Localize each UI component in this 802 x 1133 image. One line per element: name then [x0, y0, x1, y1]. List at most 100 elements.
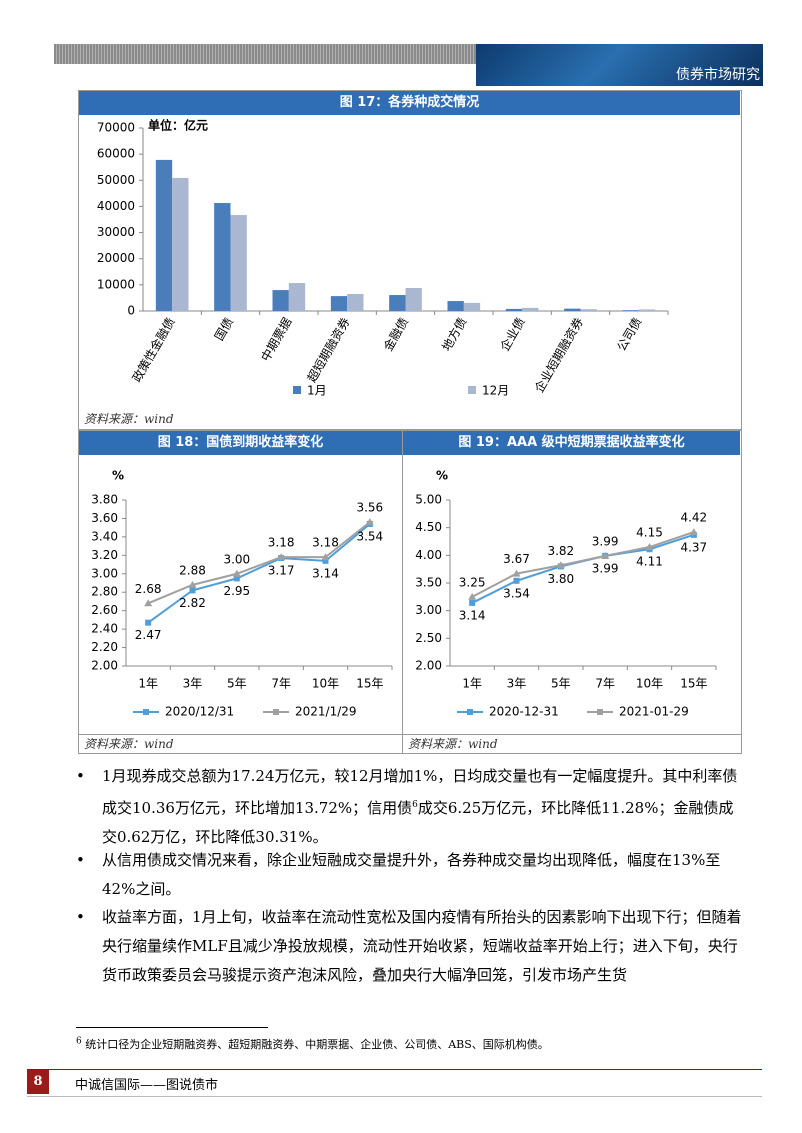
x-tick-label: 15年 [680, 677, 707, 691]
line-chart: 2.00 2.50 3.00 3.50 4.00 4.50 5.00% 1年 3年 5年 7年 10年… [415, 469, 717, 719]
y-tick-label: 0 [127, 304, 135, 318]
x-tick-label: 7年 [271, 677, 291, 691]
x-tick-label: 地方债 [438, 315, 469, 354]
legend-label: 2020/12/31 [165, 705, 234, 719]
bar [347, 294, 364, 311]
marker [144, 599, 153, 607]
footnote-rule [76, 1027, 268, 1028]
source: 资料来源：wind [84, 737, 174, 751]
y-tick-label: 2.00 [91, 659, 118, 673]
y-tick-label: 3.60 [91, 511, 118, 525]
bar [522, 307, 539, 311]
header-title: 债券市场研究 [676, 67, 760, 83]
figure-title: 图 18：国债到期收益率变化 [79, 431, 402, 455]
bar [622, 310, 639, 311]
data-label: 3.56 [356, 501, 383, 515]
x-tick-label: 5年 [551, 677, 571, 691]
x-tick-label: 10年 [312, 677, 339, 691]
x-tick-label: 1年 [462, 677, 482, 691]
bar [405, 287, 422, 311]
marker [601, 551, 610, 559]
y-tick-label: 3.50 [415, 576, 442, 590]
footer-rule [27, 1096, 762, 1097]
bar [638, 309, 656, 311]
x-tick-label: 超短期融资券 [304, 315, 353, 385]
marker [233, 575, 240, 582]
data-label: 3.18 [312, 536, 339, 550]
y-tick-label: 2.50 [415, 631, 442, 645]
data-label: 3.18 [268, 536, 295, 550]
data-label: 3.14 [459, 608, 486, 622]
y-tick-label: 3.00 [91, 566, 118, 580]
marker [513, 577, 520, 584]
text: 收益率方面，1月上旬，收益率在流动性宽松及国内疫情有所抬头的因素影响下出现下行；… [102, 908, 742, 984]
legend-marker [467, 709, 473, 715]
data-label: 3.99 [592, 561, 619, 575]
text: 1月现券成交总额为17.24万亿元，较12月增加1%，日均成交量也有一定幅度提升… [102, 767, 738, 817]
x-tick-label: 企业短期融资券 [531, 315, 586, 395]
bar [447, 301, 464, 311]
bar [564, 308, 581, 311]
y-tick-label: 60000 [97, 147, 135, 161]
data-label: 2.95 [223, 584, 250, 598]
y-tick-label: 70000 [97, 121, 135, 135]
figure-title: 图 17：各券种成交情况 [79, 91, 740, 115]
marker [189, 587, 196, 594]
header-image [476, 44, 763, 86]
y-tick-label: 2.40 [91, 622, 118, 636]
marker [322, 557, 329, 564]
y-tick-label: 2.20 [91, 640, 118, 654]
legend-label: 1月 [307, 384, 327, 398]
marker [277, 553, 286, 561]
bar [580, 309, 597, 311]
bullet: 从信用债成交情况来看，除企业短融成交量提升外，各券种成交量均出现降低，幅度在13… [76, 846, 742, 904]
line-chart: 2.00 2.20 2.40 2.60 2.80 3.00 3.20 3.40 3.60 3.80… [91, 469, 393, 719]
data-label: 2.88 [179, 563, 206, 577]
legend-marker [143, 709, 149, 715]
marker [365, 518, 374, 526]
bar [505, 308, 523, 311]
bar [172, 177, 189, 311]
unit-label: 单位：亿元 [148, 118, 208, 133]
bar-chart: 0 10000 20000 30000 40000 50000 60000 70000 单位：亿… [97, 118, 669, 398]
marker [232, 569, 241, 577]
x-tick-label: 中期票据 [257, 315, 294, 364]
figure-frame [78, 430, 742, 754]
series-line [147, 521, 371, 605]
bar [155, 159, 173, 311]
data-label: 4.42 [680, 511, 707, 525]
bullet: 1月现券成交总额为17.24万亿元，较12月增加1%，日均成交量也有一定幅度提升… [76, 762, 742, 852]
footnote-ref: 6 [412, 800, 418, 810]
data-label: 3.54 [503, 586, 530, 600]
x-tick-label: 5年 [227, 677, 247, 691]
marker [556, 561, 565, 569]
legend-marker [597, 709, 603, 715]
footer-text: 中诚信国际——图说债市 [75, 1078, 219, 1093]
x-tick-label: 3年 [507, 677, 527, 691]
data-label: 4.11 [636, 555, 663, 569]
bar [389, 295, 406, 311]
data-label: 4.37 [680, 540, 707, 554]
data-label: 2.68 [135, 582, 162, 596]
marker [469, 599, 476, 606]
x-tick-label: 1年 [138, 677, 158, 691]
y-tick-label: 3.00 [415, 603, 442, 617]
y-tick-label: 5.00 [415, 493, 442, 507]
figure-frame [78, 90, 742, 430]
bar [288, 283, 306, 311]
data-label: 3.54 [356, 529, 383, 543]
x-tick-label: 15年 [356, 677, 383, 691]
data-label: 3.14 [312, 566, 339, 580]
marker [689, 528, 698, 536]
bar [214, 203, 231, 311]
bar [272, 290, 289, 311]
marker [468, 592, 477, 600]
y-tick-label: 3.80 [91, 493, 118, 507]
data-label: 3.67 [503, 552, 530, 566]
y-tick-label: 50000 [97, 173, 135, 187]
y-tick-label: 10000 [97, 277, 135, 291]
source: 资料来源：wind [408, 737, 498, 751]
x-tick-label: 企业债 [497, 315, 528, 354]
y-tick-label: 2.60 [91, 603, 118, 617]
